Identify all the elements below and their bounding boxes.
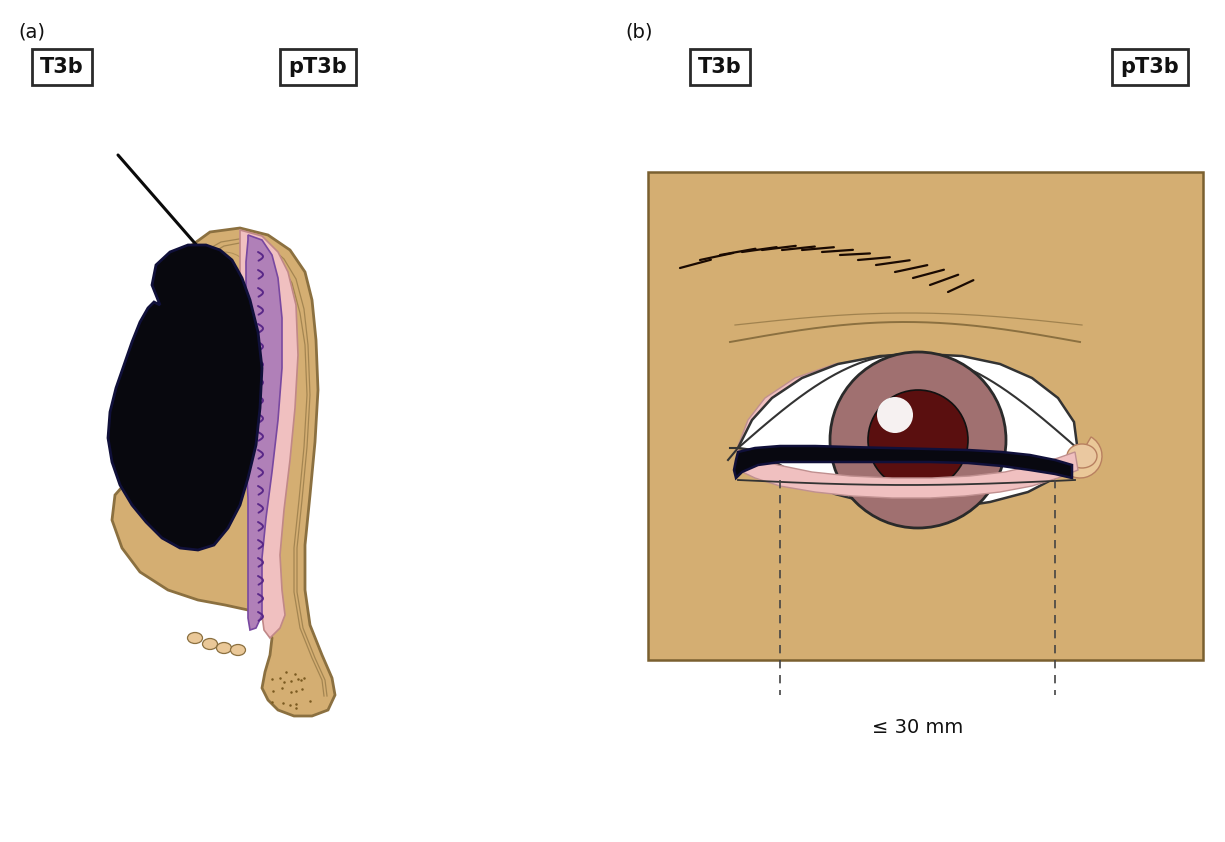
Ellipse shape (1067, 444, 1098, 468)
Ellipse shape (230, 644, 245, 656)
Text: pT3b: pT3b (1121, 57, 1180, 77)
Ellipse shape (213, 268, 235, 296)
Circle shape (869, 390, 968, 490)
Text: ≤ 30 mm: ≤ 30 mm (872, 718, 963, 737)
Bar (648, 172, 1203, 660)
Polygon shape (111, 228, 334, 716)
Text: pT3b: pT3b (289, 57, 348, 77)
Circle shape (831, 352, 1006, 528)
Polygon shape (246, 235, 282, 630)
Text: (b): (b) (625, 22, 653, 41)
Text: (a): (a) (18, 22, 45, 41)
Text: T3b: T3b (40, 57, 83, 77)
Ellipse shape (219, 278, 229, 292)
Polygon shape (737, 354, 1077, 508)
Ellipse shape (202, 638, 218, 649)
Text: T3b: T3b (698, 57, 742, 77)
Polygon shape (734, 446, 1072, 478)
Circle shape (877, 397, 913, 433)
Polygon shape (108, 245, 262, 550)
Polygon shape (737, 356, 1076, 446)
Polygon shape (240, 230, 298, 638)
Ellipse shape (217, 642, 232, 653)
Wedge shape (1069, 437, 1102, 478)
Polygon shape (737, 450, 1078, 498)
Ellipse shape (187, 632, 202, 643)
